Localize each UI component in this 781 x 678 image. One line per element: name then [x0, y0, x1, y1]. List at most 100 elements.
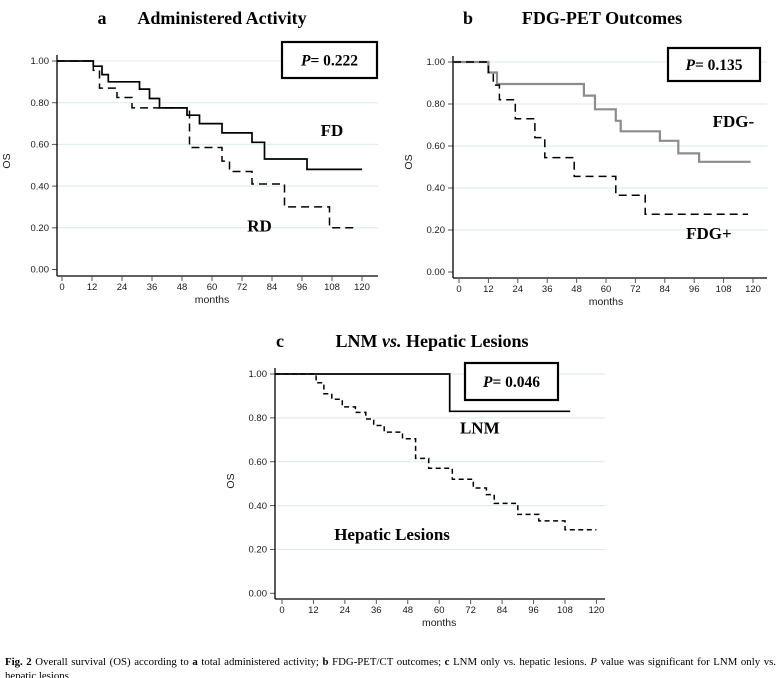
- km-curve-FDG+: [453, 61, 749, 216]
- panel-a-title-seg: Administered Activity: [137, 8, 306, 28]
- y-tick-label: 0.80: [31, 98, 50, 109]
- y-tick-label: 0.40: [31, 181, 50, 192]
- y-tick-label: 1.00: [31, 56, 50, 67]
- y-axis-title: OS: [403, 154, 415, 169]
- km-curve-RD: [57, 60, 357, 229]
- x-tick-label: 0: [456, 284, 461, 295]
- panel-a: a Administered Activity 1.00 0.80 0.60 0.40 0.…: [1, 8, 379, 306]
- x-tick-label: 84: [660, 284, 671, 295]
- caption-segment: FDG-PET/CT outcomes;: [328, 655, 445, 668]
- x-tick-label: 48: [571, 284, 582, 295]
- p-value-seg: P: [685, 57, 695, 74]
- y-tick-label: 0.00: [249, 589, 268, 600]
- panel-b-title: FDG-PET Outcomes: [522, 8, 682, 28]
- p-value-seg: = 0.046: [492, 374, 540, 391]
- p-value-text: P= 0.046: [483, 374, 540, 391]
- panel-c-title-seg: Hepatic Lesions: [401, 331, 528, 351]
- y-tick-label: 0.40: [427, 183, 446, 194]
- p-value-text: P= 0.222: [301, 53, 358, 70]
- panel-b: b FDG-PET Outcomes 1.00 0.80 0.60 0.40 0.20 0.0…: [403, 8, 767, 308]
- x-tick-label: 12: [87, 282, 98, 293]
- x-tick-label: 108: [557, 605, 573, 616]
- caption-segment: Fig. 2: [5, 655, 32, 668]
- x-tick-label: 120: [354, 282, 370, 293]
- y-tick-label: 0.20: [249, 545, 268, 556]
- x-tick-label: 48: [402, 605, 413, 616]
- caption-segment: b: [322, 655, 329, 668]
- x-tick-label: 36: [147, 282, 158, 293]
- x-tick-label: 36: [542, 284, 553, 295]
- p-value-seg: P: [483, 374, 493, 391]
- x-tick-label: 48: [177, 282, 188, 293]
- panel-b-title-seg: FDG-PET Outcomes: [522, 8, 682, 28]
- x-tick-label: 84: [497, 605, 508, 616]
- x-tick-label: 96: [297, 282, 308, 293]
- caption-segment: value was significant for LNM only vs. h…: [5, 655, 776, 678]
- km-curve-Hepatic Lesions: [275, 373, 597, 531]
- x-tick-label: 60: [434, 605, 445, 616]
- y-tick-label: 0.20: [31, 223, 50, 234]
- p-value-box: [463, 361, 560, 402]
- curve-label-RD: RD: [247, 217, 272, 236]
- x-tick-label: 72: [237, 282, 248, 293]
- x-tick-label: 72: [630, 284, 641, 295]
- x-tick-label: 0: [279, 605, 284, 616]
- y-tick-label: 1.00: [427, 57, 446, 68]
- x-tick-label: 72: [465, 605, 476, 616]
- curve-label-LNM: LNM: [460, 419, 500, 438]
- x-tick-label: 120: [745, 284, 761, 295]
- panel-c-title: LNM vs. Hepatic Lesions: [335, 331, 528, 351]
- y-tick-label: 0.60: [427, 141, 446, 152]
- y-tick-label: 0.60: [31, 140, 50, 151]
- p-value-box: [666, 46, 762, 83]
- y-tick-label: 0.20: [427, 225, 446, 236]
- caption-segment: c: [444, 655, 450, 668]
- p-value-seg: = 0.222: [310, 53, 358, 70]
- curve-label-Hepatic Lesions: Hepatic Lesions: [334, 525, 450, 544]
- y-axis-title: OS: [1, 153, 13, 168]
- km-curve-FDG-: [453, 60, 751, 163]
- curve-label-FDG-: FDG-: [713, 112, 755, 131]
- y-tick-label: 0.40: [249, 501, 268, 512]
- p-value-box: [280, 40, 379, 80]
- y-tick-label: 0.00: [427, 267, 446, 278]
- caption-segment: a: [192, 655, 198, 668]
- x-tick-label: 60: [601, 284, 612, 295]
- x-tick-label: 12: [308, 605, 319, 616]
- x-tick-label: 60: [207, 282, 218, 293]
- panel-a-title: Administered Activity: [137, 8, 306, 28]
- curve-label-FDG+: FDG+: [686, 224, 732, 243]
- y-tick-label: 0.60: [249, 457, 268, 468]
- y-tick-label: 1.00: [249, 369, 268, 380]
- y-tick-label: 0.80: [427, 99, 446, 110]
- x-tick-label: 84: [267, 282, 278, 293]
- x-tick-label: 96: [689, 284, 700, 295]
- x-tick-label: 24: [117, 282, 128, 293]
- panel-c-title-seg: vs.: [382, 331, 402, 351]
- caption-segment: Overall survival (OS) according to: [31, 655, 193, 668]
- caption-segment: P: [590, 655, 597, 668]
- y-tick-label: 0.00: [31, 265, 50, 276]
- caption-segment: total administered activity;: [197, 655, 323, 668]
- caption-segment: LNM only vs. hepatic lesions.: [449, 655, 591, 668]
- x-axis-title: months: [422, 617, 456, 629]
- x-tick-label: 12: [483, 284, 494, 295]
- p-value-seg: = 0.135: [695, 57, 743, 74]
- panel-b-letter: b: [463, 8, 473, 28]
- p-value-text: P= 0.135: [685, 57, 742, 74]
- panel-c-title-seg: LNM: [335, 331, 382, 351]
- y-axis-title: OS: [225, 473, 237, 488]
- x-tick-label: 108: [324, 282, 340, 293]
- panel-a-letter: a: [98, 8, 107, 28]
- panel-c: c LNM vs. Hepatic Lesions 1.00 0.80 0.60 0.40…: [225, 331, 605, 629]
- x-tick-label: 120: [588, 605, 604, 616]
- x-tick-label: 24: [513, 284, 524, 295]
- curve-label-FD: FD: [321, 121, 344, 140]
- x-tick-label: 0: [59, 282, 64, 293]
- figure-caption: Fig. 2 Overall survival (OS) according t…: [5, 655, 776, 678]
- x-tick-label: 108: [716, 284, 732, 295]
- x-axis-title: months: [589, 296, 623, 308]
- x-tick-label: 24: [340, 605, 351, 616]
- panel-c-letter: c: [276, 331, 284, 351]
